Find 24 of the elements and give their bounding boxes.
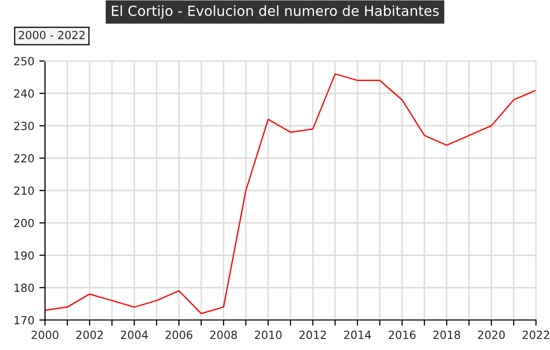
x-tick-label: 2008 xyxy=(210,330,237,340)
y-tick-label: 190 xyxy=(14,251,34,260)
chart-title: El Cortijo - Evolucion del numero de Habitantes xyxy=(112,5,439,19)
x-tick-label: 2004 xyxy=(120,330,148,340)
y-tick-label: 230 xyxy=(14,122,34,130)
y-tick-label: 220 xyxy=(14,154,34,163)
x-tick-label: 2012 xyxy=(299,330,326,340)
x-tick-label: 2002 xyxy=(76,330,103,340)
x-tick-label: 2022 xyxy=(522,330,550,340)
x-tick-label: 2020 xyxy=(478,330,505,340)
x-tick-label: 2010 xyxy=(254,330,282,340)
y-tick-label: 250 xyxy=(14,56,34,66)
y-tick-label: 210 xyxy=(14,186,34,195)
y-tick-label: 240 xyxy=(14,89,34,98)
x-tick-label: 2006 xyxy=(166,330,192,340)
text: 2000 - 2022 xyxy=(18,30,85,40)
y-tick-label: 200 xyxy=(14,218,34,228)
x-tick-label: 2016 xyxy=(388,330,416,340)
y-tick-label: 180 xyxy=(14,284,34,292)
x-tick-label: 2014 xyxy=(344,330,371,340)
line-series xyxy=(45,73,536,314)
x-tick-label: 2000 xyxy=(32,330,58,340)
x-tick-label: 2018 xyxy=(433,330,460,340)
y-tick-label: 170 xyxy=(14,316,34,324)
